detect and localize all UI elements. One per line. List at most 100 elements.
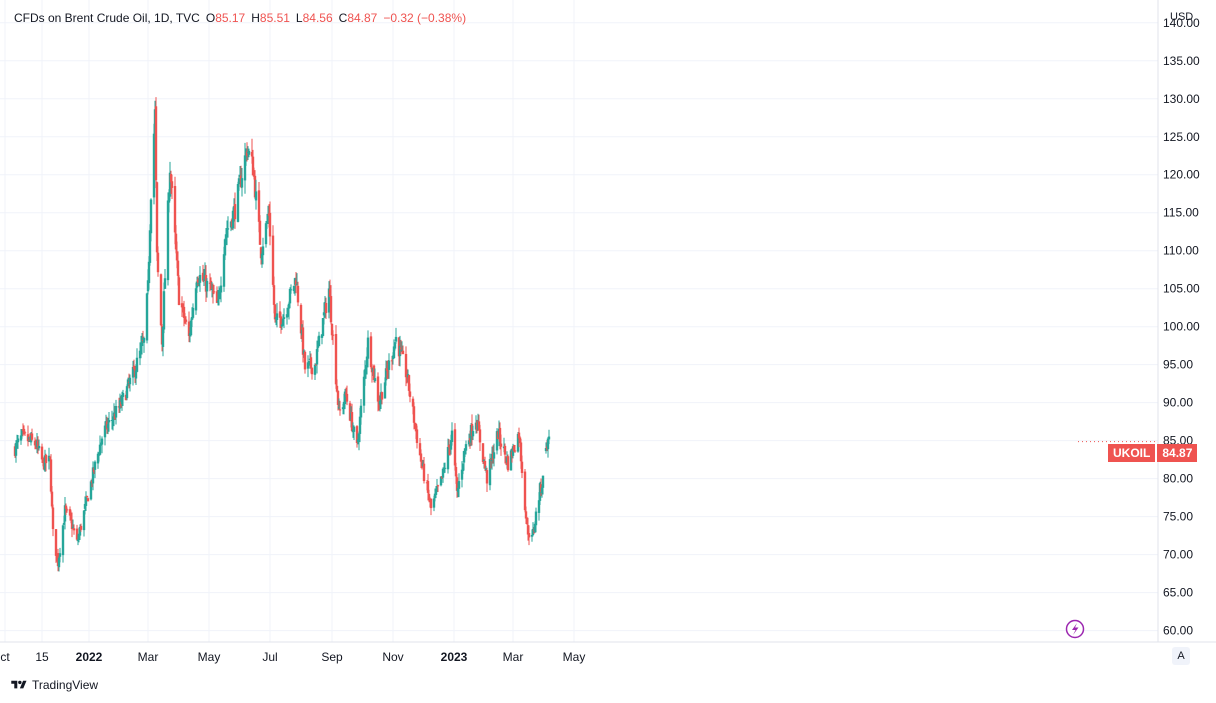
candle-body [152,133,156,198]
candle-body [336,390,340,405]
candle-body [78,526,82,536]
y-tick-label: 110.00 [1163,244,1199,258]
candle-body [176,260,180,276]
brand-footer[interactable]: TradingView [10,678,98,692]
candle-body [131,366,135,378]
candle-body [313,364,317,375]
candle-body [198,274,202,283]
candle-body [62,522,66,525]
candle-body [225,231,229,234]
candle-body [435,486,439,491]
candle-body [482,460,486,462]
candle-body [240,178,244,188]
candle-body [527,533,531,538]
candle-body [226,228,230,230]
candle-body [69,516,73,520]
x-tick-label: Mar [503,650,524,664]
candle-body [180,303,184,308]
chart-legend: CFDs on Brent Crude Oil, 1D, TVC O85.17 H8… [14,11,466,25]
y-tick-label: 135.00 [1163,54,1200,68]
candle-body [114,406,118,418]
candle-body [68,509,72,516]
candle-body [392,346,396,359]
candle-body [16,438,20,443]
candle-body [72,528,76,531]
candle-body [14,443,18,456]
candle-body [251,156,255,176]
y-tick-label: 65.00 [1163,586,1193,600]
candle-body [460,469,464,480]
candle-body [289,289,293,291]
candle-body [258,220,262,245]
candle-body [260,253,264,260]
candle-body [243,155,247,181]
candle-body [70,520,74,530]
candle-body [524,511,528,519]
candle-body [209,280,213,290]
candle-body [148,230,152,263]
candle-body [483,460,487,469]
last-price: 84.87 [1157,444,1198,462]
candle-body [511,446,515,456]
candle-body [358,416,362,434]
candle-body [128,377,132,385]
candle-body [513,450,517,452]
candle-body [48,456,52,458]
candle-body [132,365,136,369]
candle-body [218,292,222,295]
x-tick-label: Nov [382,650,403,664]
candle-body [36,440,40,448]
candle-body [254,191,258,201]
candle-body [22,428,26,432]
candle-body [390,360,394,362]
candle-body [219,285,223,293]
candle-body [442,467,446,471]
y-tick-label: 80.00 [1163,472,1193,486]
candle-body [64,505,68,509]
candle-body [433,493,437,497]
candle-body [315,349,319,365]
candle-body [330,323,334,336]
candle-body [329,296,333,323]
currency-label[interactable]: USD [1170,11,1194,23]
candle-body [20,430,24,434]
candle-body [296,285,300,303]
candle-body [398,345,402,357]
candle-body [253,175,257,198]
candle-body [250,151,254,157]
candle-body [261,246,265,256]
auto-scale-button[interactable]: A [1172,647,1190,665]
candle-body [503,445,507,455]
candle-body [540,487,544,493]
candle-body [138,350,142,359]
candle-body [295,283,299,285]
candle-body [264,223,268,245]
candle-body [50,491,54,507]
legend-low-label: L [295,11,303,25]
candle-body [372,365,376,380]
candle-body [386,369,390,372]
candle-body [61,525,65,556]
candle-body [30,433,34,440]
y-tick-label: 125.00 [1163,130,1200,144]
y-tick-label: 130.00 [1163,92,1200,106]
candle-body [177,277,181,305]
candle-body [350,412,354,431]
candle-body [76,539,80,542]
candle-body [86,498,90,502]
candle-body [320,334,324,338]
candle-body [146,280,150,292]
candle-body [197,283,201,285]
candle-body [159,274,163,326]
candle-body [57,557,61,568]
candle-body [84,497,88,506]
legend-close: 84.87 [347,11,378,25]
candle-body [541,475,545,488]
candle-body [427,493,431,501]
candle-body [54,529,58,556]
candle-body [44,454,48,464]
candle-body [477,421,481,431]
candle-body [77,533,81,540]
